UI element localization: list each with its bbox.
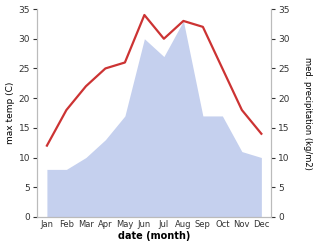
X-axis label: date (month): date (month) <box>118 231 190 242</box>
Y-axis label: med. precipitation (kg/m2): med. precipitation (kg/m2) <box>303 57 313 169</box>
Y-axis label: max temp (C): max temp (C) <box>5 82 15 144</box>
